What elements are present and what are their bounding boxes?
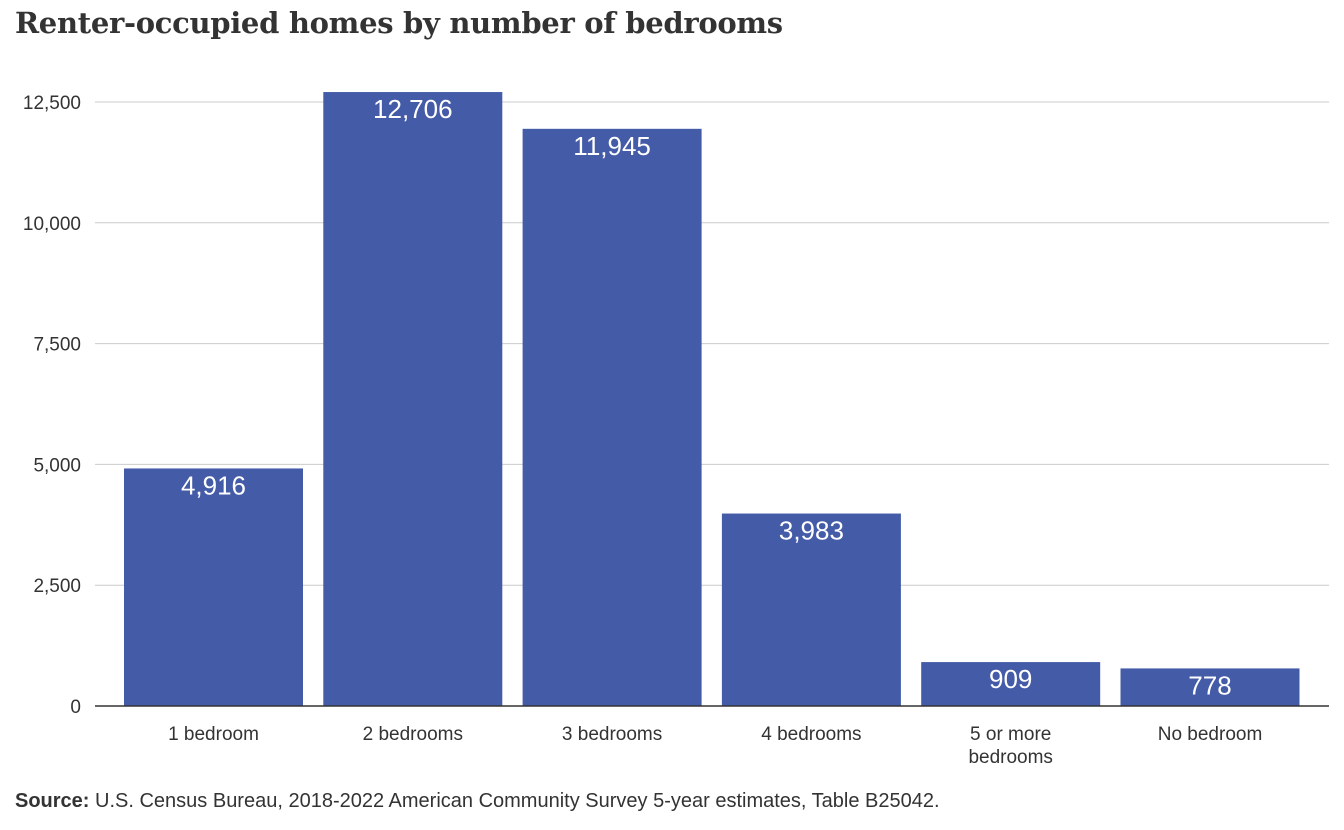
- y-tick-label: 12,500: [23, 93, 81, 114]
- x-tick-label: 4 bedrooms: [761, 724, 861, 745]
- y-tick-label: 2,500: [33, 576, 81, 597]
- bar-value-label: 3,983: [779, 516, 844, 546]
- bar-value-label: 12,706: [373, 94, 453, 124]
- source-text: U.S. Census Bureau, 2018-2022 American C…: [89, 790, 940, 812]
- x-tick-label: 5 or more: [970, 724, 1051, 745]
- x-tick-label: 1 bedroom: [168, 724, 259, 745]
- x-axis: 1 bedroom 2 bedrooms 3 bedrooms 4 bedrooms 5…: [95, 705, 1329, 768]
- x-tick-label: 2 bedrooms: [363, 724, 463, 745]
- x-tick-label: No bedroom: [1158, 724, 1263, 745]
- x-tick-label: bedrooms: [968, 747, 1053, 768]
- bar: [522, 128, 702, 706]
- y-axis: 0 2,500 5,000 7,500 10,000 12,500: [23, 93, 81, 718]
- bar-value-label: 909: [989, 664, 1032, 694]
- bar: [921, 662, 1101, 706]
- bar-value-label: 778: [1188, 670, 1231, 700]
- x-tick-label: 3 bedrooms: [562, 724, 662, 745]
- bars: 4,916 12,706 11,945 3,983 909 778: [124, 92, 1300, 706]
- y-tick-label: 5,000: [33, 455, 81, 476]
- bar: [323, 92, 503, 706]
- y-tick-label: 0: [70, 697, 81, 718]
- bar-value-label: 4,916: [181, 470, 246, 500]
- chart-title: Renter-occupied homes by number of bedro…: [15, 6, 783, 40]
- source-label: Source:: [15, 790, 90, 812]
- y-tick-label: 10,000: [23, 214, 81, 235]
- bar-value-label: 11,945: [573, 131, 651, 161]
- bar: [721, 513, 901, 706]
- bar: [124, 468, 303, 706]
- bar: [1120, 668, 1300, 706]
- y-tick-label: 7,500: [33, 335, 81, 356]
- source-note: Source: U.S. Census Bureau, 2018-2022 Am…: [15, 790, 940, 813]
